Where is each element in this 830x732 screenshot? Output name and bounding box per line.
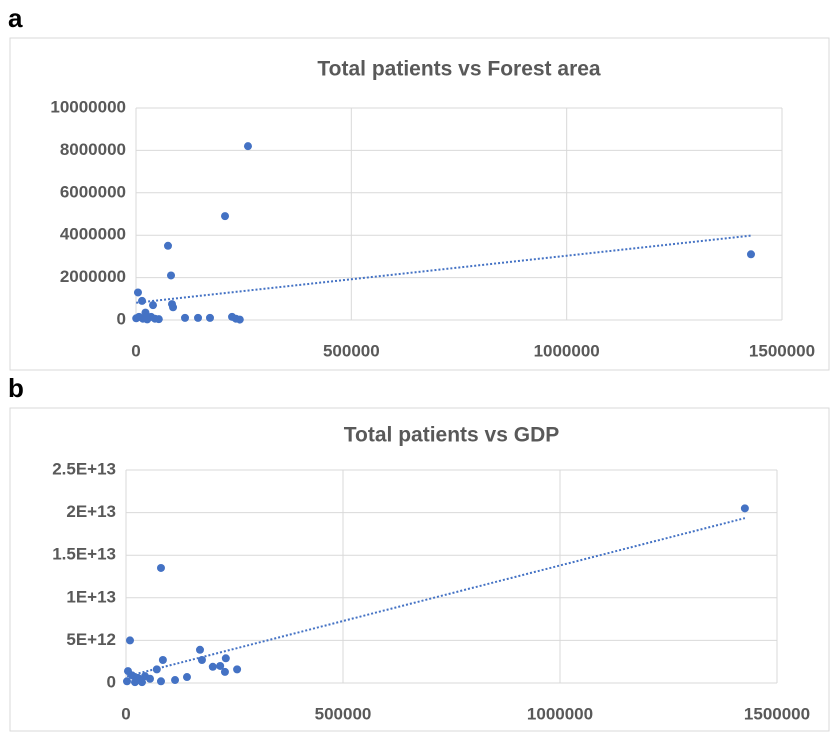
point [149, 301, 158, 310]
x-tick-label: 1000000 [534, 341, 600, 360]
point [233, 665, 242, 674]
y-tick-label: 1.5E+13 [52, 545, 116, 564]
y-tick-label: 6000000 [60, 182, 126, 201]
point [138, 678, 147, 687]
y-tick-label: 0 [117, 309, 126, 328]
point [169, 303, 178, 312]
x-tick-label: 1000000 [527, 704, 593, 723]
point [156, 563, 165, 572]
point [138, 296, 147, 305]
point [243, 142, 252, 151]
y-tick-label: 2.5E+13 [52, 459, 116, 478]
point [158, 655, 167, 664]
point [221, 212, 230, 221]
x-tick-label: 0 [131, 341, 140, 360]
y-tick-label: 10000000 [50, 97, 126, 116]
y-tick-label: 5E+12 [66, 630, 116, 649]
point [221, 654, 230, 663]
point [197, 655, 206, 664]
x-tick-label: 1500000 [749, 341, 815, 360]
point [205, 313, 214, 322]
point [740, 504, 749, 513]
point [130, 678, 139, 687]
y-tick-label: 2E+13 [66, 502, 116, 521]
panel-label: b [8, 373, 24, 403]
point [156, 677, 165, 686]
trendline [136, 234, 752, 304]
chart-title: Total patients vs GDP [344, 424, 560, 447]
point [163, 241, 172, 250]
point [182, 673, 191, 682]
x-tick-label: 500000 [323, 341, 380, 360]
x-tick-label: 500000 [315, 704, 372, 723]
y-tick-label: 0 [107, 672, 116, 691]
point [152, 665, 161, 674]
y-tick-label: 2000000 [60, 267, 126, 286]
point [208, 662, 217, 671]
x-tick-label: 1500000 [744, 704, 810, 723]
point [235, 315, 244, 324]
point [122, 677, 131, 686]
point [141, 308, 150, 317]
point [125, 636, 134, 645]
point [146, 674, 155, 683]
chart-title: Total patients vs Forest area [317, 58, 601, 81]
panel-label: a [8, 3, 23, 33]
point [154, 315, 163, 324]
point [133, 288, 142, 297]
point [220, 667, 229, 676]
point [216, 661, 225, 670]
point [181, 313, 190, 322]
point [746, 250, 755, 259]
point [167, 271, 176, 280]
y-tick-label: 8000000 [60, 140, 126, 159]
point [194, 313, 203, 322]
point [171, 676, 180, 685]
y-tick-label: 4000000 [60, 225, 126, 244]
x-tick-label: 0 [121, 704, 130, 723]
y-tick-label: 1E+13 [66, 587, 116, 606]
point [195, 645, 204, 654]
